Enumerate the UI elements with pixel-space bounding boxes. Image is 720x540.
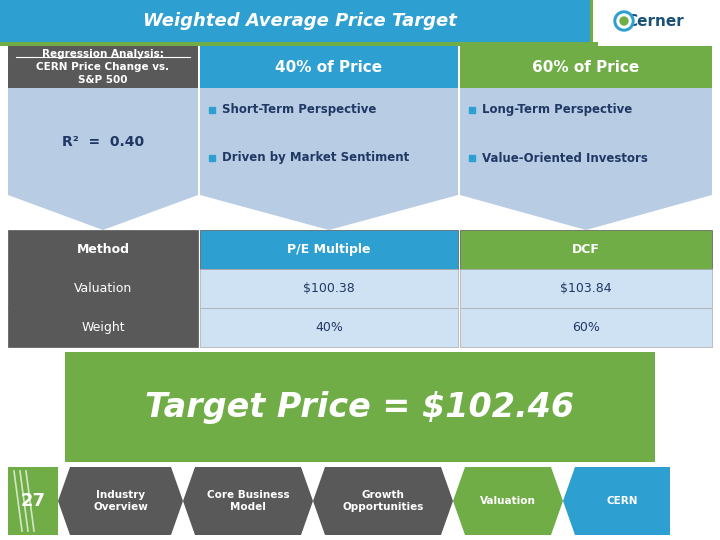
- Text: CERN: CERN: [607, 496, 638, 506]
- Polygon shape: [460, 88, 712, 230]
- Polygon shape: [453, 467, 563, 535]
- Circle shape: [620, 17, 628, 25]
- Polygon shape: [183, 467, 313, 535]
- Bar: [8, 269, 198, 308]
- Text: Core Business
Model: Core Business Model: [207, 490, 289, 512]
- Polygon shape: [58, 467, 183, 535]
- Text: 40%: 40%: [315, 321, 343, 334]
- Bar: [460, 269, 712, 308]
- Bar: [200, 46, 458, 88]
- Text: $100.38: $100.38: [303, 282, 355, 295]
- Polygon shape: [563, 467, 670, 535]
- Text: Short-Term Perspective: Short-Term Perspective: [222, 104, 377, 117]
- Bar: [8, 46, 198, 88]
- Text: Cerner: Cerner: [626, 14, 684, 29]
- Text: 40% of Price: 40% of Price: [276, 59, 382, 75]
- Polygon shape: [200, 88, 458, 230]
- Text: DCF: DCF: [572, 243, 600, 256]
- Bar: [0, 42, 598, 46]
- Text: P/E Multiple: P/E Multiple: [287, 243, 371, 256]
- Text: Regression Analysis:
CERN Price Change vs.
S&P 500: Regression Analysis: CERN Price Change v…: [37, 49, 170, 85]
- Bar: [460, 230, 712, 269]
- Text: 60% of Price: 60% of Price: [532, 59, 639, 75]
- Bar: [65, 352, 655, 462]
- Bar: [460, 46, 712, 88]
- Text: Growth
Opportunities: Growth Opportunities: [342, 490, 423, 512]
- Bar: [460, 308, 712, 347]
- Bar: [8, 230, 198, 269]
- Text: Driven by Market Sentiment: Driven by Market Sentiment: [222, 152, 409, 165]
- Text: Industry
Overview: Industry Overview: [93, 490, 148, 512]
- Text: Weight: Weight: [81, 321, 125, 334]
- Text: 27: 27: [20, 492, 45, 510]
- Bar: [200, 230, 458, 269]
- Polygon shape: [313, 467, 453, 535]
- Bar: [590, 0, 720, 42]
- Circle shape: [614, 11, 634, 31]
- Circle shape: [617, 14, 631, 28]
- Polygon shape: [8, 88, 198, 230]
- Text: R²  =  0.40: R² = 0.40: [62, 134, 144, 149]
- Text: Weighted Average Price Target: Weighted Average Price Target: [143, 12, 457, 30]
- Bar: [8, 467, 58, 535]
- Bar: [590, 0, 593, 42]
- Text: Target Price = $102.46: Target Price = $102.46: [145, 390, 575, 423]
- Bar: [200, 308, 458, 347]
- Text: Valuation: Valuation: [74, 282, 132, 295]
- Bar: [0, 0, 720, 42]
- Text: 60%: 60%: [572, 321, 600, 334]
- Text: Long-Term Perspective: Long-Term Perspective: [482, 104, 632, 117]
- Text: $103.84: $103.84: [560, 282, 612, 295]
- Text: Valuation: Valuation: [480, 496, 536, 506]
- Bar: [200, 269, 458, 308]
- Text: Value-Oriented Investors: Value-Oriented Investors: [482, 152, 648, 165]
- Text: Method: Method: [76, 243, 130, 256]
- Bar: [8, 308, 198, 347]
